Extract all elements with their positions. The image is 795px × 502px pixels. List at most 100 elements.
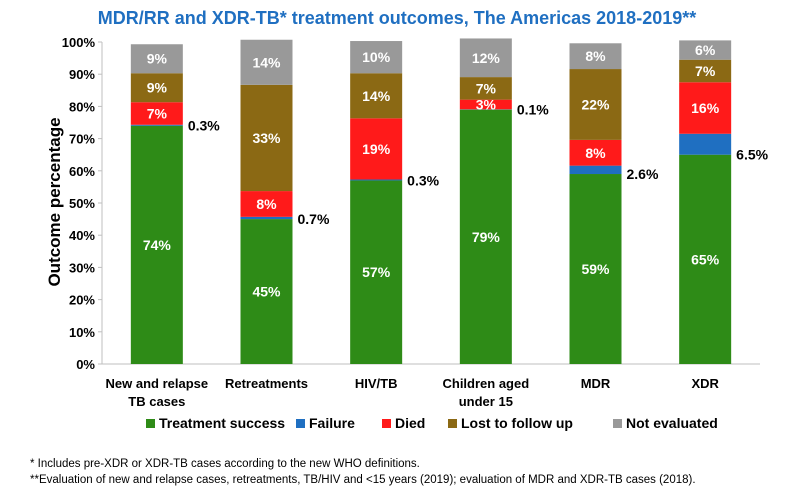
data-label: 16% (691, 100, 720, 116)
bar-segment (459, 77, 512, 100)
bar-segment (240, 84, 293, 192)
data-label: 12% (472, 50, 501, 66)
data-label: 6% (695, 42, 716, 58)
bar-group: 45% 0.7% 8% 33% 14% (240, 39, 330, 364)
y-tick-label: 20% (69, 293, 95, 308)
failure-label: 0.3% (188, 118, 220, 134)
data-label: 14% (362, 88, 391, 104)
y-tick-label: 30% (69, 260, 95, 275)
failure-label: 0.1% (517, 102, 549, 118)
bar-segment (459, 38, 512, 78)
bar-segment (569, 43, 622, 70)
y-tick-label: 50% (69, 196, 95, 211)
data-label: 7% (476, 80, 497, 96)
legend-item: Died (382, 415, 425, 431)
y-tick-label: 0% (76, 357, 95, 372)
bar-segment (130, 102, 183, 125)
legend-item: Not evaluated (613, 415, 718, 431)
y-axis-label: Outcome percentage (45, 117, 64, 286)
legend-swatch (448, 419, 457, 428)
data-label: 19% (362, 141, 391, 157)
bar-segment (130, 124, 183, 126)
bar-segment (679, 59, 732, 83)
bar-segment (459, 109, 512, 365)
legend-label: Not evaluated (626, 415, 718, 431)
data-label: 8% (585, 145, 606, 161)
bar-segment (350, 73, 403, 119)
data-label: 57% (362, 264, 391, 280)
data-label: 9% (147, 80, 168, 96)
category-label: under 15 (459, 394, 513, 409)
legend: Treatment success Failure Died Lost to foll… (146, 415, 718, 431)
data-label: 7% (147, 105, 168, 121)
data-label: 79% (472, 229, 501, 245)
bar-segment (130, 73, 183, 103)
bar-segment (679, 133, 732, 155)
category-label: Retreatments (225, 376, 308, 391)
bar-segment (679, 40, 732, 60)
bar-group: 74% 0.3% 7% 9% 9% (130, 44, 220, 364)
bar-segment (350, 179, 403, 181)
bar-segment (679, 154, 732, 364)
bar-segment (240, 39, 293, 85)
bar-segment (350, 118, 403, 180)
failure-label: 0.3% (407, 172, 439, 188)
legend-label: Failure (309, 415, 355, 431)
y-tick-label: 70% (69, 132, 95, 147)
legend-swatch (613, 419, 622, 428)
data-label: 9% (147, 51, 168, 67)
data-label: 59% (581, 261, 610, 277)
failure-label: 6.5% (736, 147, 768, 163)
axes: 0% 10% 20% 30% 40% 50% 60% 70% 80% 90% 100% (62, 35, 760, 372)
bar-segment (569, 139, 622, 166)
bar-segment (130, 125, 183, 364)
bar-group: 57% 0.3% 19% 14% 10% (350, 41, 440, 364)
bar-segment (240, 219, 293, 364)
legend-label: Lost to follow up (461, 415, 573, 431)
y-tick-label: 10% (69, 325, 95, 340)
bar-segment (569, 165, 622, 175)
legend-item: Treatment success (146, 415, 285, 431)
footnote-1: * Includes pre-XDR or XDR-TB cases accor… (30, 458, 420, 470)
legend-label: Died (395, 415, 425, 431)
bar-segment (240, 216, 293, 220)
y-tick-label: 40% (69, 228, 95, 243)
category-label: HIV/TB (355, 376, 398, 391)
data-label: 33% (252, 130, 281, 146)
bar-group: 79% 0.1% 3%7% 12% (459, 38, 549, 365)
legend-item: Failure (296, 415, 355, 431)
legend-swatch (146, 419, 155, 428)
data-label: 10% (362, 49, 391, 65)
bar-segment (130, 44, 183, 74)
chart: MDR/RR and XDR-TB* treatment outcomes, T… (45, 8, 769, 431)
data-label: 3% (476, 96, 497, 112)
data-label: 8% (256, 196, 277, 212)
bar-segment (679, 82, 732, 134)
legend-label: Treatment success (159, 415, 285, 431)
y-tick-label: 80% (69, 99, 95, 114)
bar-segment (569, 174, 622, 364)
bar-group: 59% 2.6% 8% 22% 8% (569, 43, 659, 364)
failure-label: 0.7% (298, 211, 330, 227)
category-label: New and relapse (106, 376, 209, 391)
data-label: 7% (695, 63, 716, 79)
data-label: 74% (143, 237, 172, 253)
failure-label: 2.6% (627, 166, 659, 182)
bar-segment (459, 99, 512, 110)
y-tick-label: 100% (62, 35, 96, 50)
legend-swatch (296, 419, 305, 428)
bar-segment (350, 41, 403, 74)
legend-item: Lost to follow up (448, 415, 573, 431)
bar-segment (569, 69, 622, 140)
data-label: 22% (581, 96, 610, 112)
footnote-2: **Evaluation of new and relapse cases, r… (30, 474, 696, 486)
data-label: 65% (691, 251, 720, 267)
category-label: TB cases (128, 394, 185, 409)
y-tick-label: 90% (69, 67, 95, 82)
bar-group: 65% 6.5% 16% 7% 6% (679, 40, 769, 364)
y-tick-label: 60% (69, 164, 95, 179)
bars: 74% 0.3% 7% 9% 9% New and relapse TB cases 45% 0… (106, 38, 769, 409)
data-label: 8% (585, 48, 606, 64)
category-label: MDR (581, 376, 611, 391)
bar-segment (350, 180, 403, 364)
